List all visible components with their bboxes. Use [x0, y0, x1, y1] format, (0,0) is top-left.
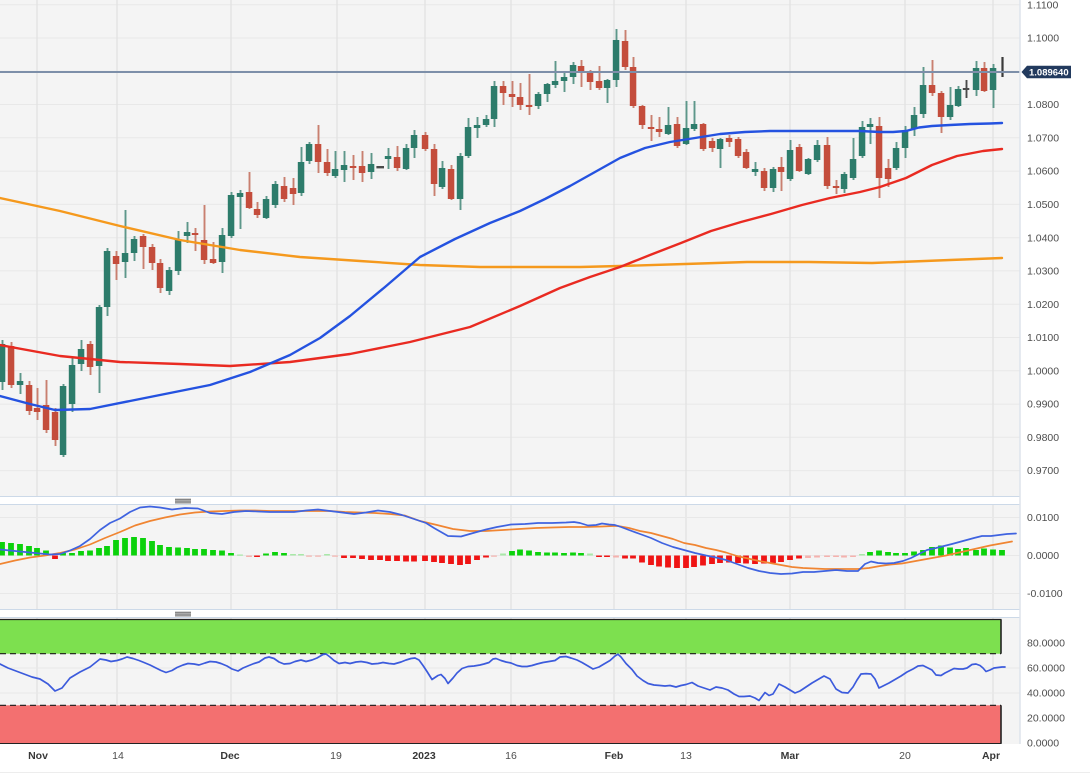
- svg-text:20: 20: [899, 750, 911, 762]
- svg-text:0.0000: 0.0000: [1027, 550, 1059, 562]
- svg-text:0.9800: 0.9800: [1027, 432, 1059, 444]
- svg-text:0.0100: 0.0100: [1027, 512, 1059, 524]
- svg-text:16: 16: [505, 750, 517, 762]
- svg-text:80.0000: 80.0000: [1027, 638, 1065, 650]
- svg-text:Nov: Nov: [28, 750, 48, 762]
- svg-text:1.1100: 1.1100: [1027, 0, 1058, 11]
- svg-text:40.0000: 40.0000: [1027, 688, 1065, 700]
- svg-text:13: 13: [680, 750, 692, 762]
- svg-text:60.0000: 60.0000: [1027, 663, 1065, 675]
- svg-text:14: 14: [112, 750, 124, 762]
- svg-text:20.0000: 20.0000: [1027, 713, 1065, 725]
- svg-text:1.0400: 1.0400: [1027, 232, 1059, 244]
- svg-text:1.0300: 1.0300: [1027, 266, 1059, 278]
- svg-text:1.0700: 1.0700: [1027, 132, 1059, 144]
- svg-text:0.0000: 0.0000: [1027, 738, 1059, 750]
- svg-text:Feb: Feb: [605, 750, 624, 762]
- svg-text:Dec: Dec: [220, 750, 239, 762]
- svg-text:1.0200: 1.0200: [1027, 299, 1059, 311]
- svg-text:1.089640: 1.089640: [1029, 67, 1069, 78]
- svg-text:Apr: Apr: [982, 750, 1000, 762]
- svg-text:1.1000: 1.1000: [1027, 33, 1059, 45]
- svg-text:1.0800: 1.0800: [1027, 99, 1059, 111]
- svg-text:Mar: Mar: [781, 750, 800, 762]
- svg-text:0.9700: 0.9700: [1027, 465, 1059, 477]
- svg-text:-0.0100: -0.0100: [1027, 588, 1063, 600]
- svg-text:0.9900: 0.9900: [1027, 399, 1059, 411]
- svg-text:1.0600: 1.0600: [1027, 166, 1059, 178]
- svg-text:19: 19: [330, 750, 342, 762]
- svg-text:1.0500: 1.0500: [1027, 199, 1059, 211]
- svg-text:2023: 2023: [412, 750, 436, 762]
- svg-text:1.0100: 1.0100: [1027, 332, 1059, 344]
- svg-text:1.0000: 1.0000: [1027, 365, 1059, 377]
